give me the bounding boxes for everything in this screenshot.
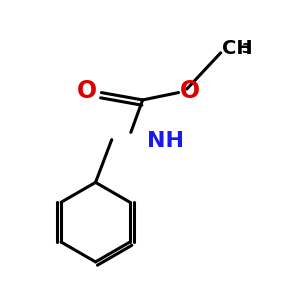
Text: NH: NH — [147, 131, 184, 151]
Text: O: O — [76, 79, 97, 103]
Text: 3: 3 — [241, 42, 250, 56]
Text: O: O — [180, 79, 200, 103]
Text: CH: CH — [222, 39, 253, 58]
